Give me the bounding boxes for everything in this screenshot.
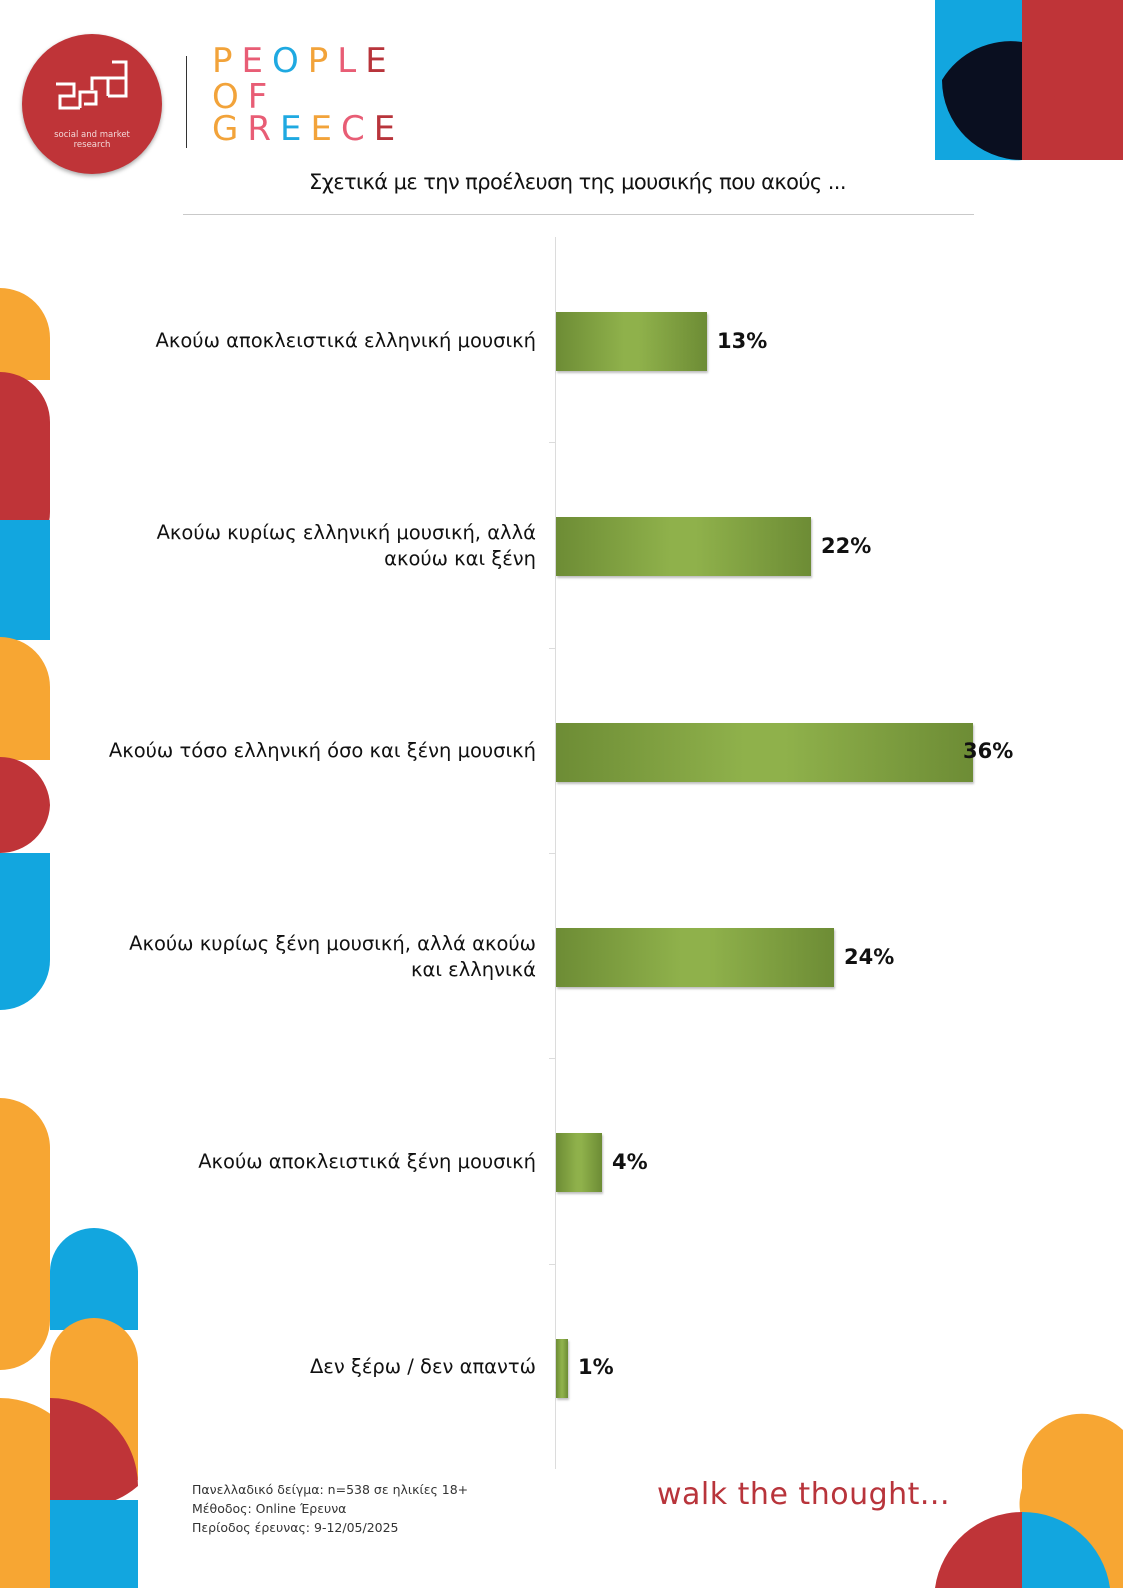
logo-tagline-line2: research <box>73 140 111 150</box>
value-label: 4% <box>612 1150 648 1174</box>
axis-tick <box>549 442 556 443</box>
wordmark-letter: E <box>241 41 272 81</box>
people-of-greece-line2: OF <box>212 78 276 116</box>
value-label: 13% <box>717 329 768 353</box>
footnote-method: Μέθοδος: Online Έρευνα <box>192 1501 347 1516</box>
category-label-line: Ακούω κυρίως ελληνική μουσική, αλλά <box>156 521 536 544</box>
logo-tagline-line1: social and market <box>54 130 130 140</box>
wordmark-letter: O <box>212 77 248 117</box>
people-of-greece-line3: GREECE <box>212 110 404 148</box>
brand-tagline: walk the thought... <box>657 1477 951 1512</box>
category-label-line: Ακούω αποκλειστικά ελληνική μουσική <box>155 329 536 352</box>
value-label: 36% <box>963 739 1014 763</box>
axis-tick <box>549 648 556 649</box>
category-label-line: Ακούω αποκλειστικά ξένη μουσική <box>198 1150 536 1173</box>
category-label-line: Δεν ξέρω / δεν απαντώ <box>309 1355 536 1378</box>
left-edge-decoration <box>0 288 50 1370</box>
wordmark-letter: E <box>365 41 396 81</box>
corner-decoration-bottom-right <box>935 1413 1123 1588</box>
footnote-sample: Πανελλαδικό δείγμα: n=538 σε ηλικίες 18+ <box>192 1482 469 1497</box>
axis-tick <box>549 1264 556 1265</box>
category-label: Ακούω κυρίως ελληνική μουσική, αλλά ακούω… <box>66 520 536 572</box>
axis-tick <box>549 853 556 854</box>
wordmark-letter: F <box>247 77 277 117</box>
wordmark-letter: O <box>272 41 308 81</box>
category-label-line: ακούω και ξένη <box>384 547 536 570</box>
category-label: Ακούω αποκλειστικά ξένη μουσική <box>66 1149 536 1175</box>
footnote-period: Περίοδος έρευνας: 9-12/05/2025 <box>192 1520 399 1535</box>
logo-divider <box>186 56 187 148</box>
wordmark-letter: P <box>212 41 242 81</box>
category-label: Δεν ξέρω / δεν απαντώ <box>66 1354 536 1380</box>
corner-decoration-bottom-left <box>0 1228 138 1588</box>
axis-tick <box>549 1058 556 1059</box>
category-label: Ακούω αποκλειστικά ελληνική μουσική <box>66 328 536 354</box>
value-label: 22% <box>821 534 872 558</box>
wordmark-letter: R <box>247 109 280 149</box>
people-of-greece-line1: PEOPLE <box>212 42 396 80</box>
bar <box>556 1133 602 1192</box>
bar <box>556 1339 568 1398</box>
wordmark-letter: P <box>307 41 338 81</box>
wordmark-letter: C <box>340 109 374 149</box>
wordmark-letter: G <box>212 109 248 149</box>
wordmark-letter: E <box>310 109 341 149</box>
wordmark-letter: L <box>337 41 366 81</box>
bar <box>556 517 811 576</box>
wordmark-letter: E <box>373 109 405 149</box>
wordmark-letter: E <box>279 109 311 149</box>
title-divider <box>183 214 974 215</box>
ssd-logo: social and market research <box>22 34 162 174</box>
category-label-line: Ακούω τόσο ελληνική όσο και ξένη μουσική <box>108 739 536 762</box>
corner-decoration-top-right <box>934 0 1123 161</box>
logo-tagline: social and market research <box>22 130 162 150</box>
bar <box>556 312 707 371</box>
ssd-logo-mark-icon <box>56 60 128 110</box>
category-label-line: Ακούω κυρίως ξένη μουσική, αλλά ακούω <box>129 932 536 955</box>
bar <box>556 723 973 782</box>
category-label: Ακούω κυρίως ξένη μουσική, αλλά ακούω και… <box>66 931 536 983</box>
value-label: 1% <box>578 1355 614 1379</box>
chart-title: Σχετικά με την προέλευση της μουσικής πο… <box>309 170 847 194</box>
value-label: 24% <box>844 945 895 969</box>
methodology-footnote: Πανελλαδικό δείγμα: n=538 σε ηλικίες 18+… <box>192 1480 468 1537</box>
category-label-line: και ελληνικά <box>411 958 536 981</box>
bar <box>556 928 834 987</box>
category-label: Ακούω τόσο ελληνική όσο και ξένη μουσική <box>66 738 536 764</box>
